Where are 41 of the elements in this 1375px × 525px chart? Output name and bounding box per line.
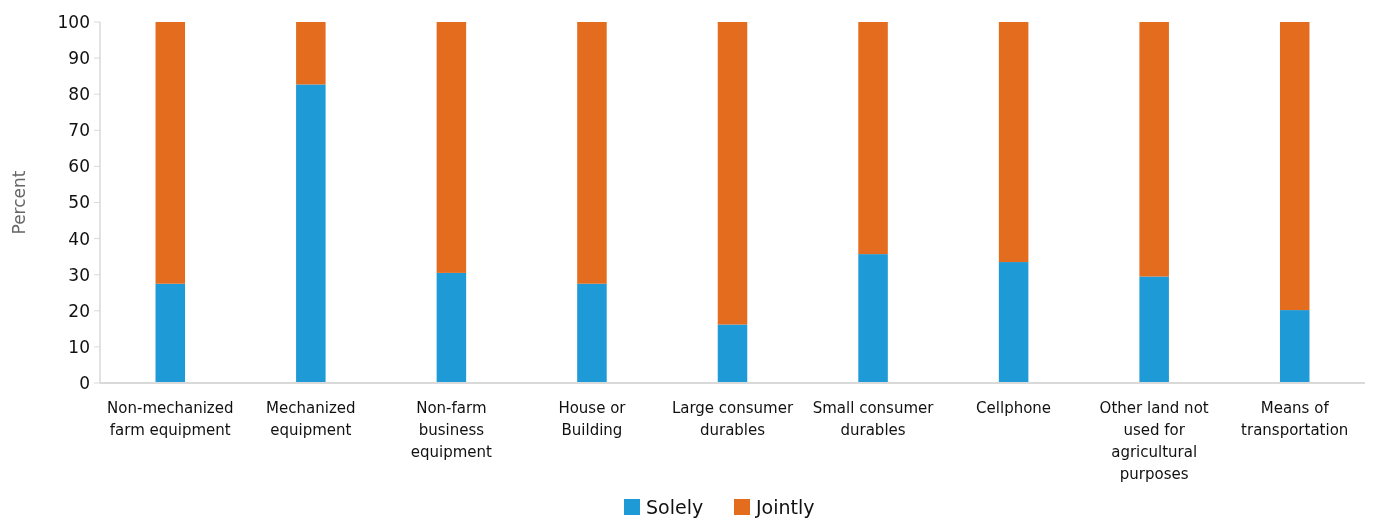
bar	[155, 22, 186, 284]
bar	[577, 22, 607, 284]
bar	[1279, 22, 1310, 311]
x-tick-label: Small consumer durables	[812, 399, 935, 439]
x-tick-label: Non-farm business equipment	[410, 399, 493, 461]
y-tick-label: 0	[79, 372, 90, 393]
bar	[155, 283, 186, 383]
x-tick-label: Mechanized equipment	[266, 399, 356, 439]
y-tick-label: 10	[68, 336, 90, 357]
bar	[436, 22, 467, 273]
bar	[858, 254, 888, 383]
y-tick-label: 80	[68, 84, 90, 105]
bar	[858, 22, 888, 255]
y-tick-label: 30	[68, 264, 90, 285]
x-tick-label: House or Building	[558, 399, 627, 439]
x-tick-label: Other land not used for agricultural purposes	[1099, 399, 1209, 483]
bar	[998, 262, 1029, 383]
bar	[577, 283, 607, 383]
bar	[1139, 22, 1169, 277]
bar	[296, 22, 326, 85]
y-tick-label: 60	[68, 156, 90, 177]
x-tick-label: Non-mechanized farm equipment	[107, 399, 234, 439]
x-tick-label: Means of transportation	[1241, 399, 1349, 439]
y-tick-label: 90	[68, 48, 90, 69]
x-tick-label: Large consumer durables	[671, 399, 794, 439]
bar	[436, 272, 467, 383]
x-tick-label: Cellphone	[976, 399, 1052, 417]
bar	[717, 324, 748, 383]
bar	[998, 22, 1029, 263]
bar	[296, 84, 326, 383]
legend-label: Jointly	[755, 495, 815, 518]
bar	[717, 22, 748, 325]
bar	[1279, 310, 1310, 383]
y-tick-label: 50	[68, 192, 90, 213]
y-tick-label: 40	[68, 228, 90, 249]
y-axis-title: Percent	[9, 170, 29, 235]
bar	[1139, 276, 1169, 383]
y-tick-label: 70	[68, 120, 90, 141]
legend-label: Solely	[646, 495, 704, 518]
y-tick-label: 20	[68, 300, 90, 321]
y-tick-label: 100	[57, 11, 90, 32]
